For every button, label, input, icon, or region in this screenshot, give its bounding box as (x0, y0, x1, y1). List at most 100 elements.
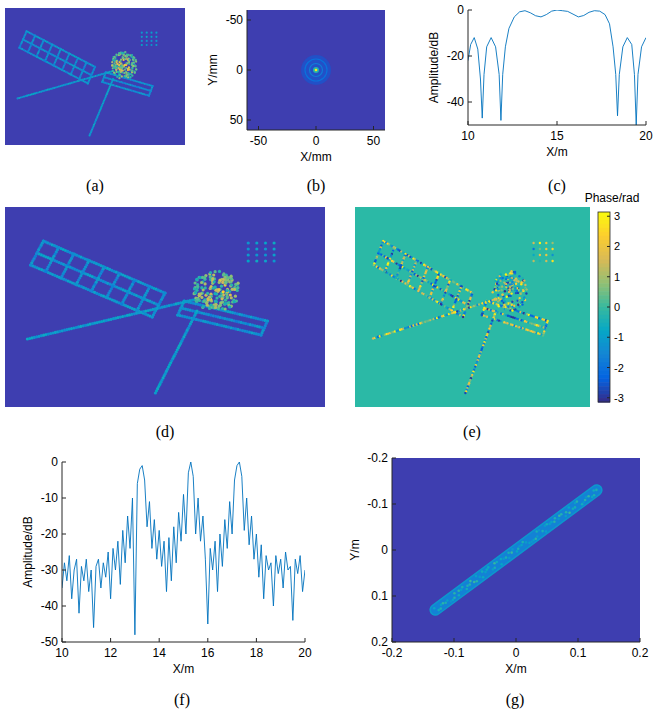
y-tick-label: 0 (457, 3, 464, 17)
pixel (200, 281, 203, 284)
pixel (122, 70, 124, 72)
pixel (134, 64, 136, 66)
pixel (104, 296, 107, 299)
pixel (122, 57, 124, 59)
pixel (196, 297, 199, 300)
pixel (44, 270, 47, 273)
y-tick (468, 102, 472, 103)
pixel (233, 300, 236, 303)
pixel (120, 63, 122, 65)
y-tick (247, 120, 251, 121)
pixel (220, 297, 223, 300)
pixel (124, 51, 126, 53)
y-axis-line (468, 10, 469, 125)
psf-ring (310, 64, 323, 77)
pixel (193, 287, 196, 290)
y-axis-title: Amplitude/dB (427, 32, 441, 103)
pixel (134, 72, 136, 74)
panel: (d) (5, 207, 325, 441)
pixel (211, 277, 214, 280)
pixel (123, 52, 125, 54)
pixel (113, 62, 115, 64)
pixel (417, 290, 419, 292)
pixel (141, 44, 143, 46)
y-tick (468, 56, 472, 57)
pixel (116, 76, 118, 78)
pixel (114, 74, 116, 76)
pixel (208, 307, 211, 310)
pixel (117, 71, 119, 73)
y-axis-title: Y/mm (206, 54, 220, 85)
pixel (209, 275, 212, 278)
pixel (202, 305, 205, 308)
image-background (247, 10, 385, 130)
pixel (141, 40, 143, 42)
pixel (217, 288, 220, 291)
pixel (236, 289, 239, 292)
psf-halo (301, 55, 331, 85)
pixel (118, 72, 120, 74)
pixel (120, 65, 122, 67)
pixel (155, 40, 157, 42)
panel-caption: (c) (548, 177, 566, 195)
pixel (59, 276, 62, 279)
pixel (196, 285, 199, 288)
pixel (129, 59, 131, 61)
pixel (204, 286, 207, 289)
pixel (61, 69, 63, 71)
panel: -40-200101520X/mAmplitude/dB(c) (427, 3, 653, 195)
pixel (439, 303, 441, 305)
x-tick-label: 20 (639, 129, 653, 143)
pixel (150, 90, 152, 92)
pixel (29, 263, 32, 266)
pixel (264, 247, 267, 250)
pixel (215, 297, 218, 300)
pixel (214, 270, 217, 273)
panel: (a) (5, 8, 185, 195)
pixel (411, 271, 413, 273)
psf-peak (315, 69, 318, 72)
pixel (209, 271, 212, 274)
pixel (124, 58, 126, 60)
plot-content (355, 207, 590, 407)
pixel (124, 75, 126, 77)
pixel (131, 67, 133, 69)
pixel (125, 75, 127, 77)
pixel (150, 32, 152, 34)
x-tick-label: 10 (461, 129, 475, 143)
pixel (273, 241, 276, 244)
panel-caption: (b) (307, 177, 326, 195)
pixel (125, 58, 127, 60)
pixel (210, 303, 213, 306)
pixel (207, 298, 210, 301)
pixel (224, 281, 227, 284)
pixel (255, 259, 258, 262)
y-tick-label: -40 (447, 95, 465, 109)
pixel (220, 301, 223, 304)
pixel (87, 82, 89, 84)
pixel (112, 58, 114, 60)
y-tick-label: 0 (236, 63, 243, 77)
pixel (155, 36, 157, 38)
image-background (5, 8, 185, 145)
pixel (373, 264, 375, 266)
pixel (146, 36, 148, 38)
pixel (218, 270, 221, 273)
panel-caption: (d) (156, 423, 175, 441)
pixel (155, 32, 157, 34)
pixel (213, 280, 216, 283)
pixel (90, 289, 93, 292)
pixel (224, 299, 227, 302)
pixel (87, 82, 89, 84)
pixel (224, 281, 227, 284)
pixel (273, 259, 276, 262)
x-tick-label: -50 (250, 134, 268, 148)
pixel (141, 36, 143, 38)
pixel (112, 70, 114, 72)
pixel (406, 283, 408, 285)
pixel (203, 299, 206, 302)
pixel (121, 52, 123, 54)
pixel (135, 68, 137, 70)
pixel (255, 253, 258, 256)
pixel (120, 62, 122, 64)
